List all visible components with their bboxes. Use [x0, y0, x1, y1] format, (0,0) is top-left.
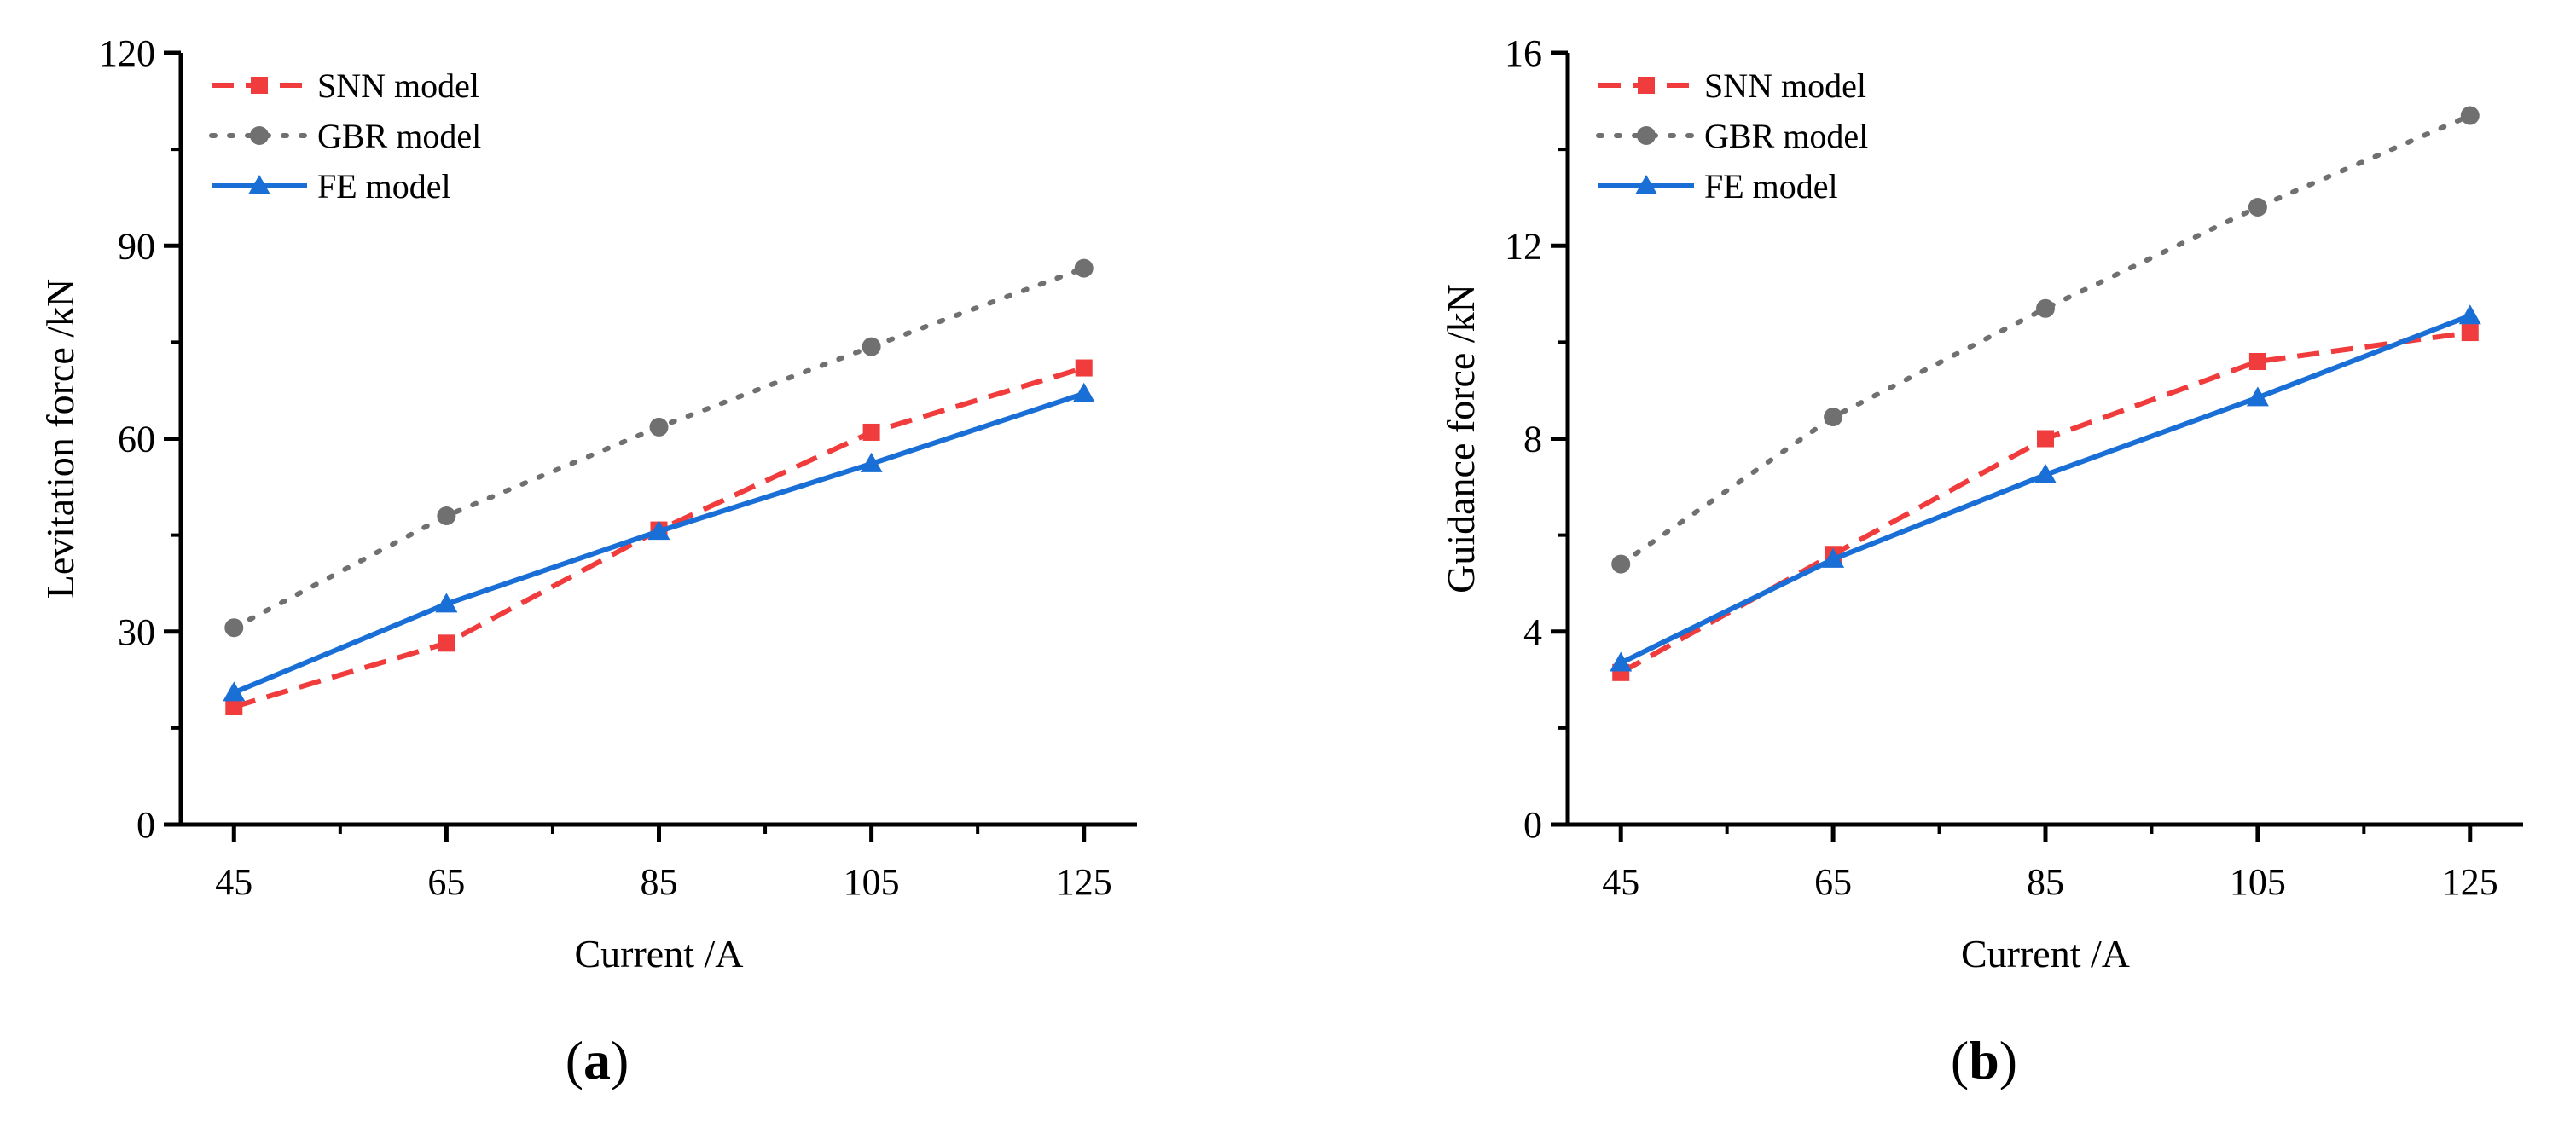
data-point-fe-model — [860, 452, 883, 472]
data-point-fe-model — [223, 681, 246, 702]
data-point-gbr-model — [649, 417, 669, 437]
x-axis-title: Current /A — [574, 932, 743, 975]
caption-close-paren: ) — [611, 1030, 629, 1090]
data-point-fe-model — [1822, 547, 1845, 568]
x-tick-label: 65 — [1814, 861, 1852, 903]
data-point-gbr-model — [1824, 408, 1843, 427]
y-tick-label: 0 — [136, 804, 155, 846]
legend: SNN model GBR model FE model — [1596, 67, 1868, 205]
data-point-snn-model — [2461, 324, 2479, 342]
data-point-gbr-model — [2248, 198, 2267, 217]
data-point-fe-model — [1072, 382, 1095, 402]
legend-label-fe-model: FE model — [317, 167, 451, 205]
data-point-snn-model — [225, 697, 243, 715]
data-point-gbr-model — [1611, 554, 1631, 574]
data-point-snn-model — [438, 634, 455, 652]
y-tick-label: 60 — [118, 419, 155, 460]
y-tick-label: 8 — [1523, 419, 1542, 460]
y-tick-label: 12 — [1505, 225, 1542, 267]
y-axis-title: Guidance force /kN — [1439, 284, 1482, 593]
legend-marker-snn-model — [1638, 77, 1655, 94]
data-point-fe-model — [2458, 304, 2481, 325]
series-line-fe-model — [1619, 313, 2471, 666]
y-tick-label: 4 — [1523, 611, 1542, 653]
x-tick-label: 125 — [2442, 861, 2498, 903]
data-point-gbr-model — [437, 506, 456, 525]
series-line-fe-model — [233, 390, 1085, 696]
caption-letter: a — [583, 1030, 611, 1090]
data-point-fe-model — [647, 520, 670, 541]
x-tick-label: 125 — [1056, 861, 1112, 903]
series-line-gbr-model — [1618, 113, 2473, 567]
legend-label-snn-model: SNN model — [317, 67, 479, 105]
data-point-snn-model — [862, 423, 880, 441]
y-tick-label: 30 — [118, 611, 155, 653]
series-gbr-model — [1611, 106, 2480, 574]
caption-open-paren: ( — [566, 1030, 583, 1090]
series-snn-model — [1612, 324, 2479, 681]
data-point-gbr-model — [2460, 106, 2480, 125]
panel-a: 0 30 60 90 120 45 65 85 105 125 Current /A Levitati… — [38, 32, 1137, 1090]
legend: SNN model GBR model FE model — [209, 67, 481, 205]
data-point-fe-model — [2246, 386, 2269, 407]
caption-letter: b — [1969, 1030, 1999, 1090]
data-point-fe-model — [1610, 651, 1633, 672]
caption-open-paren: ( — [1951, 1030, 1969, 1090]
panel-caption: (b) — [1951, 1030, 2017, 1090]
x-tick-label: 85 — [641, 861, 678, 903]
x-tick-label: 105 — [844, 861, 900, 903]
y-tick-label: 16 — [1505, 32, 1542, 74]
legend-marker-snn-model — [251, 77, 268, 94]
series-gbr-model — [224, 258, 1094, 638]
legend-label-gbr-model: GBR model — [317, 117, 481, 155]
y-tick-label: 90 — [118, 225, 155, 267]
x-axis-title: Current /A — [1961, 932, 2130, 975]
y-axis-title: Levitation force /kN — [38, 279, 82, 599]
x-tick-label: 45 — [1602, 861, 1639, 903]
data-point-snn-model — [2037, 430, 2054, 448]
legend-marker-gbr-model — [1637, 126, 1656, 145]
series-fe-model — [223, 382, 1095, 702]
data-point-fe-model — [435, 593, 458, 613]
legend-marker-gbr-model — [250, 126, 269, 145]
panel-caption: (a) — [566, 1030, 629, 1090]
caption-close-paren: ) — [1999, 1030, 2017, 1090]
data-point-snn-model — [2248, 353, 2266, 370]
legend-label-snn-model: SNN model — [1704, 67, 1866, 105]
legend-label-fe-model: FE model — [1704, 167, 1838, 205]
data-point-gbr-model — [2036, 298, 2055, 318]
series-fe-model — [1610, 304, 2481, 672]
series-line-snn-model — [1619, 330, 2471, 675]
y-tick-label: 0 — [1523, 804, 1542, 846]
x-tick-label: 105 — [2230, 861, 2286, 903]
x-tick-label: 65 — [427, 861, 465, 903]
data-point-gbr-model — [862, 337, 881, 356]
data-point-fe-model — [2034, 463, 2057, 483]
panel-b: 0 4 8 12 16 45 65 85 105 125 Current /A Guidance fo… — [1439, 32, 2523, 1090]
legend-label-gbr-model: GBR model — [1704, 117, 1868, 155]
data-point-snn-model — [1075, 359, 1093, 377]
legend-marker-fe-model — [248, 175, 270, 194]
data-point-gbr-model — [224, 618, 244, 638]
series-line-gbr-model — [231, 265, 1087, 631]
y-tick-label: 120 — [99, 32, 155, 74]
legend-marker-fe-model — [1635, 175, 1657, 194]
x-tick-label: 45 — [215, 861, 252, 903]
x-tick-label: 85 — [2027, 861, 2064, 903]
data-point-gbr-model — [1074, 258, 1094, 278]
